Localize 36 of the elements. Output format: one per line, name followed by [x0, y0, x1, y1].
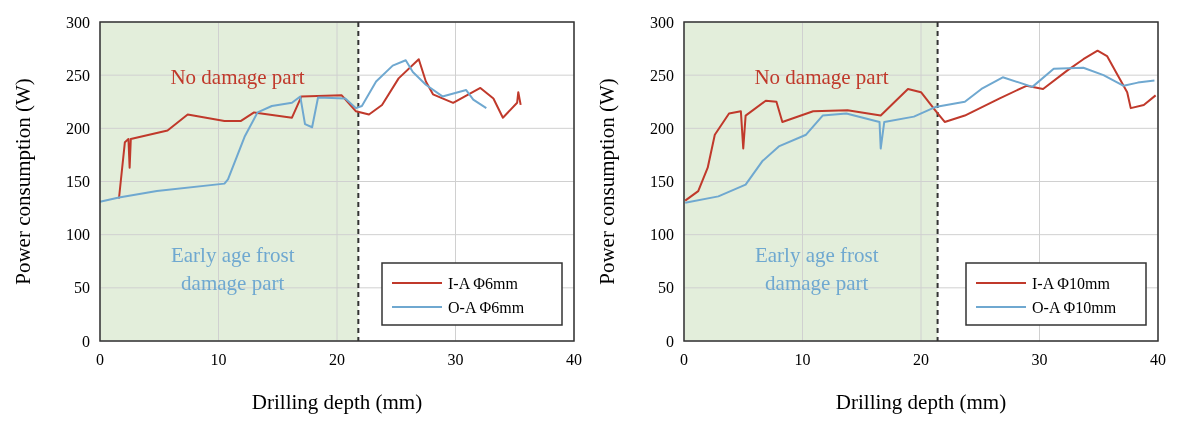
y-tick-label: 300: [66, 13, 90, 31]
x-tick-label: 40: [1150, 351, 1166, 368]
y-tick-label: 300: [650, 13, 674, 31]
x-tick-label: 0: [96, 351, 104, 368]
x-tick-label: 20: [329, 351, 345, 368]
y-tick-label: 200: [650, 119, 674, 137]
y-tick-label: 150: [650, 173, 674, 191]
annotation: No damage part: [170, 65, 305, 89]
legend-label: O-A Φ6mm: [448, 298, 525, 316]
x-tick-label: 10: [210, 351, 227, 368]
y-tick-label: 250: [66, 66, 90, 84]
y-axis-title: Power consumption (W): [595, 78, 619, 285]
annotation: Early age frost damage part: [170, 243, 295, 295]
annotation: Early age frost damage part: [754, 243, 879, 295]
y-tick-label: 100: [66, 226, 90, 244]
y-axis-title: Power consumption (W): [11, 78, 35, 285]
x-tick-label: 20: [913, 351, 929, 368]
y-tick-label: 250: [650, 66, 674, 84]
x-tick-label: 30: [1031, 351, 1048, 368]
y-tick-label: 0: [82, 332, 90, 350]
y-tick-label: 100: [650, 226, 674, 244]
y-tick-label: 150: [66, 173, 90, 191]
y-tick-label: 50: [74, 279, 90, 297]
x-axis-title: Drilling depth (mm): [251, 390, 423, 414]
x-axis-title: Drilling depth (mm): [835, 390, 1007, 414]
legend-label: I-A Φ10mm: [1032, 274, 1111, 292]
x-tick-label: 30: [447, 351, 464, 368]
y-tick-label: 0: [666, 332, 674, 350]
y-tick-label: 50: [658, 279, 674, 297]
legend-label: I-A Φ6mm: [448, 274, 519, 292]
y-tick-label: 200: [66, 119, 90, 137]
x-tick-label: 10: [794, 351, 811, 368]
x-tick-label: 40: [566, 351, 582, 368]
x-tick-label: 0: [680, 351, 688, 368]
legend-label: O-A Φ10mm: [1032, 298, 1117, 316]
annotation: No damage part: [754, 65, 889, 89]
